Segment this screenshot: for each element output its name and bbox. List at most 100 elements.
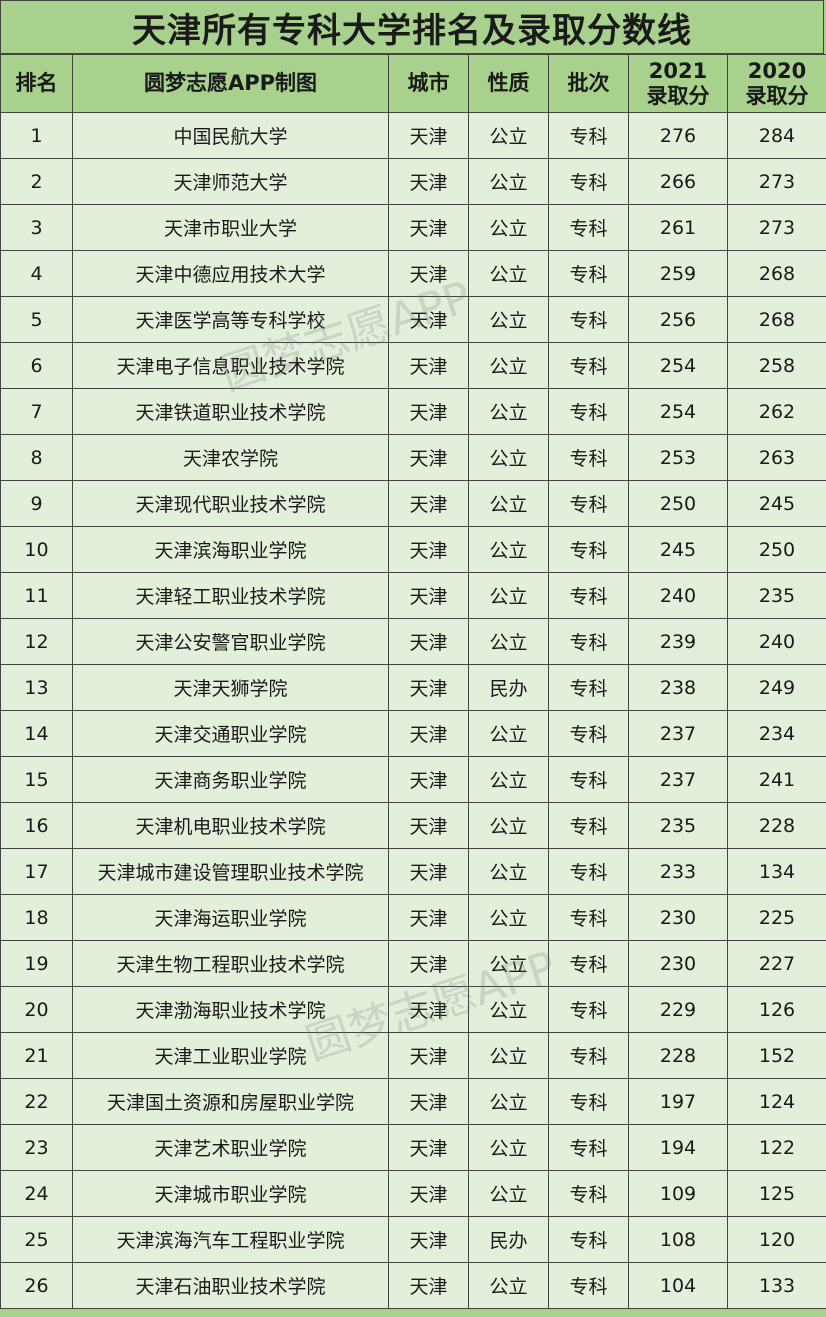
table-row: 4 天津中德应用技术大学 天津 公立 专科 259 268 — [0, 250, 826, 297]
cell-score-2020: 152 — [727, 1032, 826, 1079]
cell-school: 天津现代职业技术学院 — [72, 480, 389, 527]
cell-rank: 17 — [0, 848, 73, 895]
cell-score-2021: 230 — [628, 894, 728, 941]
cell-school: 天津机电职业技术学院 — [72, 802, 389, 849]
cell-batch: 专科 — [548, 1216, 629, 1263]
cell-type: 公立 — [468, 710, 549, 757]
cell-type: 公立 — [468, 1262, 549, 1309]
header-score-2020: 2020 录取分 — [727, 54, 826, 113]
cell-score-2020: 249 — [727, 664, 826, 711]
cell-school: 天津海运职业学院 — [72, 894, 389, 941]
cell-rank: 19 — [0, 940, 73, 987]
cell-school: 天津师范大学 — [72, 158, 389, 205]
cell-rank: 4 — [0, 250, 73, 297]
cell-type: 公立 — [468, 894, 549, 941]
cell-batch: 专科 — [548, 802, 629, 849]
cell-score-2021: 237 — [628, 756, 728, 803]
cell-rank: 25 — [0, 1216, 73, 1263]
cell-type: 民办 — [468, 664, 549, 711]
cell-city: 天津 — [388, 940, 469, 987]
table-row: 10 天津滨海职业学院 天津 公立 专科 245 250 — [0, 526, 826, 573]
cell-school: 天津艺术职业学院 — [72, 1124, 389, 1171]
cell-city: 天津 — [388, 388, 469, 435]
cell-rank: 2 — [0, 158, 73, 205]
cell-score-2021: 266 — [628, 158, 728, 205]
cell-score-2021: 237 — [628, 710, 728, 757]
cell-type: 公立 — [468, 250, 549, 297]
cell-rank: 12 — [0, 618, 73, 665]
cell-score-2020: 262 — [727, 388, 826, 435]
cell-score-2021: 109 — [628, 1170, 728, 1217]
cell-batch: 专科 — [548, 1124, 629, 1171]
table-row: 11 天津轻工职业技术学院 天津 公立 专科 240 235 — [0, 572, 826, 619]
cell-city: 天津 — [388, 618, 469, 665]
cell-rank: 21 — [0, 1032, 73, 1079]
cell-score-2021: 108 — [628, 1216, 728, 1263]
cell-rank: 22 — [0, 1078, 73, 1125]
cell-city: 天津 — [388, 250, 469, 297]
cell-type: 公立 — [468, 756, 549, 803]
cell-school: 天津城市职业学院 — [72, 1170, 389, 1217]
cell-school: 天津城市建设管理职业技术学院 — [72, 848, 389, 895]
cell-score-2021: 240 — [628, 572, 728, 619]
cell-score-2020: 120 — [727, 1216, 826, 1263]
cell-type: 公立 — [468, 986, 549, 1033]
cell-score-2020: 273 — [727, 204, 826, 251]
cell-score-2021: 194 — [628, 1124, 728, 1171]
cell-rank: 26 — [0, 1262, 73, 1309]
cell-score-2020: 250 — [727, 526, 826, 573]
cell-score-2020: 273 — [727, 158, 826, 205]
cell-score-2020: 124 — [727, 1078, 826, 1125]
cell-score-2020: 122 — [727, 1124, 826, 1171]
cell-type: 公立 — [468, 618, 549, 665]
cell-rank: 20 — [0, 986, 73, 1033]
cell-score-2020: 268 — [727, 296, 826, 343]
header-school: 圆梦志愿APP制图 — [72, 54, 389, 113]
cell-score-2020: 227 — [727, 940, 826, 987]
cell-batch: 专科 — [548, 158, 629, 205]
cell-rank: 15 — [0, 756, 73, 803]
cell-city: 天津 — [388, 1078, 469, 1125]
cell-rank: 1 — [0, 112, 73, 159]
cell-score-2021: 245 — [628, 526, 728, 573]
cell-batch: 专科 — [548, 480, 629, 527]
cell-batch: 专科 — [548, 848, 629, 895]
table-row: 6 天津电子信息职业技术学院 天津 公立 专科 254 258 — [0, 342, 826, 389]
cell-score-2020: 234 — [727, 710, 826, 757]
header-score-2021: 2021 录取分 — [628, 54, 728, 113]
cell-batch: 专科 — [548, 296, 629, 343]
cell-rank: 3 — [0, 204, 73, 251]
cell-batch: 专科 — [548, 894, 629, 941]
cell-rank: 13 — [0, 664, 73, 711]
table-row: 1 中国民航大学 天津 公立 专科 276 284 — [0, 112, 826, 159]
cell-type: 公立 — [468, 848, 549, 895]
cell-batch: 专科 — [548, 986, 629, 1033]
cell-type: 民办 — [468, 1216, 549, 1263]
table-row: 26 天津石油职业技术学院 天津 公立 专科 104 133 — [0, 1262, 826, 1309]
cell-rank: 11 — [0, 572, 73, 619]
cell-batch: 专科 — [548, 572, 629, 619]
cell-rank: 7 — [0, 388, 73, 435]
table-row: 23 天津艺术职业学院 天津 公立 专科 194 122 — [0, 1124, 826, 1171]
cell-city: 天津 — [388, 1170, 469, 1217]
cell-batch: 专科 — [548, 434, 629, 481]
cell-score-2021: 276 — [628, 112, 728, 159]
table-row: 24 天津城市职业学院 天津 公立 专科 109 125 — [0, 1170, 826, 1217]
cell-rank: 16 — [0, 802, 73, 849]
table-row: 19 天津生物工程职业技术学院 天津 公立 专科 230 227 — [0, 940, 826, 987]
cell-batch: 专科 — [548, 388, 629, 435]
cell-city: 天津 — [388, 710, 469, 757]
cell-school: 天津中德应用技术大学 — [72, 250, 389, 297]
page-title: 天津所有专科大学排名及录取分数线 — [0, 0, 824, 54]
cell-school: 天津公安警官职业学院 — [72, 618, 389, 665]
cell-city: 天津 — [388, 480, 469, 527]
cell-score-2020: 263 — [727, 434, 826, 481]
cell-score-2021: 261 — [628, 204, 728, 251]
cell-city: 天津 — [388, 158, 469, 205]
cell-score-2020: 240 — [727, 618, 826, 665]
cell-city: 天津 — [388, 1262, 469, 1309]
cell-type: 公立 — [468, 572, 549, 619]
table-row: 14 天津交通职业学院 天津 公立 专科 237 234 — [0, 710, 826, 757]
cell-city: 天津 — [388, 802, 469, 849]
table-row: 18 天津海运职业学院 天津 公立 专科 230 225 — [0, 894, 826, 941]
